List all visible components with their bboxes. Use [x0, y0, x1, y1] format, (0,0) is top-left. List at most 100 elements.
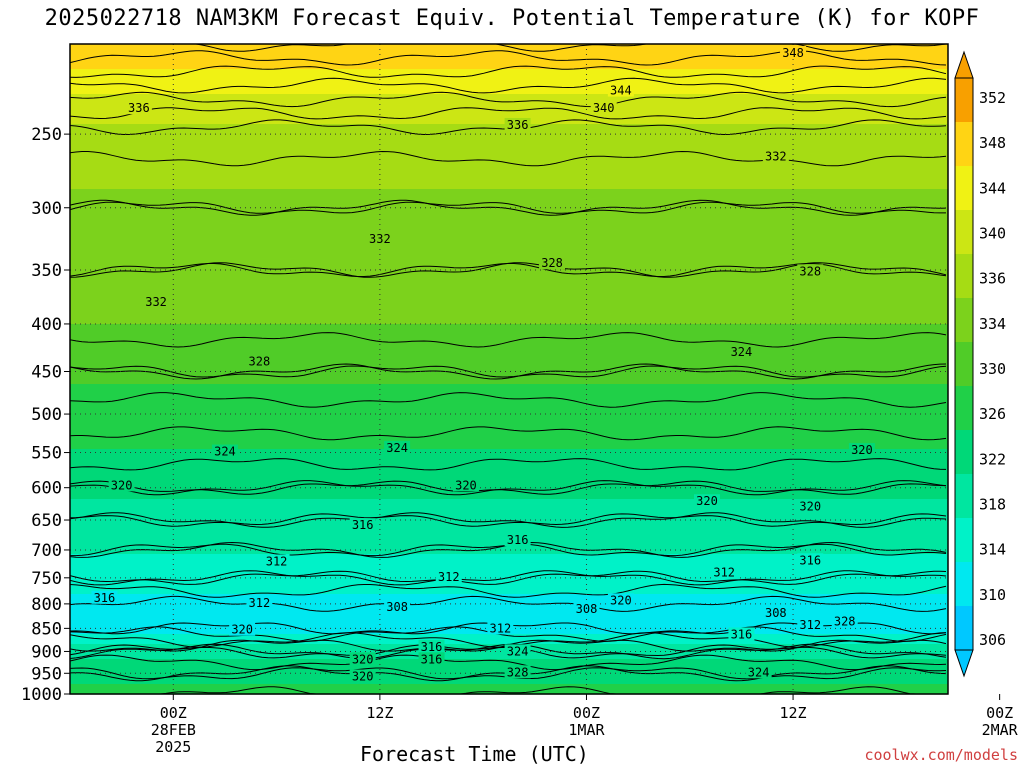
x-tick-label: 12Z — [780, 704, 807, 722]
contour-label: 316 — [94, 591, 116, 605]
contour-label-bg — [573, 601, 600, 615]
field-band — [70, 569, 948, 575]
contour-label: 320 — [111, 478, 133, 492]
contour-label-bg — [349, 518, 376, 532]
contour-label-bg — [693, 494, 720, 508]
field-band — [70, 269, 948, 275]
contour-label-bg — [263, 554, 290, 568]
field-band — [70, 169, 948, 175]
field-band — [70, 254, 948, 260]
colorbar-bottom-arrow — [954, 649, 974, 678]
y-tick-label: 250 — [31, 125, 62, 145]
contour-label: 324 — [386, 441, 408, 455]
colorbar-top-arrow — [954, 50, 974, 79]
field-band — [70, 79, 948, 85]
contour-line — [69, 654, 947, 671]
field-band — [70, 129, 948, 135]
y-tick-label: 800 — [31, 595, 62, 615]
contour-line — [69, 91, 947, 108]
colorbar-swatch — [955, 122, 973, 166]
contour-label: 316 — [799, 553, 821, 567]
field-band — [70, 679, 948, 685]
x-tick-label: 00Z — [986, 704, 1013, 722]
y-tick-label: 700 — [31, 541, 62, 561]
field-band — [70, 414, 948, 420]
contour-line — [70, 686, 946, 695]
contour-line — [69, 480, 947, 496]
field-band — [70, 89, 948, 95]
colorbar-swatch — [955, 562, 973, 606]
field-band — [70, 544, 948, 550]
contour-label-bg — [762, 605, 789, 619]
field-band — [70, 259, 948, 265]
colorbar-tick-label: 352 — [979, 89, 1006, 107]
contour-label-bg — [745, 665, 772, 679]
field-band — [70, 69, 948, 75]
field-band — [70, 274, 948, 280]
y-tick-label: 750 — [31, 569, 62, 589]
field-band — [70, 509, 948, 515]
contour-label: 336 — [128, 101, 150, 115]
contour-line — [69, 150, 947, 167]
contour-label-bg — [125, 101, 152, 115]
contour-line — [69, 392, 947, 408]
field-band — [70, 504, 948, 510]
field-band — [70, 289, 948, 295]
y-tick-label: 400 — [31, 315, 62, 335]
field-band — [70, 234, 948, 240]
field-band — [70, 399, 948, 405]
contour-label-bg — [711, 565, 738, 579]
credit-link[interactable]: coolwx.com/models — [864, 746, 1018, 764]
field-band — [70, 529, 948, 535]
field-band — [70, 344, 948, 350]
contour-label: 344 — [610, 84, 632, 98]
field-band — [70, 559, 948, 565]
field-band — [70, 584, 948, 590]
x-axis-label: Forecast Time (UTC) — [360, 742, 589, 766]
field-band — [70, 114, 948, 120]
field-band — [70, 209, 948, 215]
contour-label: 320 — [799, 499, 821, 513]
contour-line — [69, 107, 947, 120]
field-band — [70, 389, 948, 395]
field-band — [70, 139, 948, 145]
contour-labels: 348 344 340 336 336 332 332 332 328 328 328 324 324 3… — [91, 45, 875, 684]
field-band — [70, 284, 948, 290]
contour-label-bg — [504, 533, 531, 547]
colorbar-tick-label: 340 — [979, 225, 1006, 243]
field-band — [70, 109, 948, 115]
contour-label: 332 — [369, 232, 391, 246]
field-band — [70, 634, 948, 640]
field-band — [70, 174, 948, 180]
contour-label: 320 — [696, 494, 718, 508]
contour-label: 324 — [214, 445, 236, 459]
field-band — [70, 564, 948, 570]
field-band — [70, 264, 948, 270]
field-band — [70, 244, 948, 250]
colorbar-swatch — [955, 606, 973, 650]
contour-label-bg — [246, 595, 273, 609]
colorbar-swatch — [955, 298, 973, 342]
contour-line — [69, 458, 947, 471]
contour-label: 320 — [851, 443, 873, 457]
contour-label: 312 — [266, 554, 288, 568]
contour-label-bg — [435, 569, 462, 583]
y-tick-label: 900 — [31, 642, 62, 662]
y-tick-label: 850 — [31, 619, 62, 639]
contour-label: 316 — [421, 640, 443, 654]
contour-label: 328 — [799, 264, 821, 278]
contour-label-bg — [797, 617, 824, 631]
field-band — [70, 369, 948, 375]
contour-label-bg — [607, 593, 634, 607]
field-band — [70, 154, 948, 160]
field-band — [70, 489, 948, 495]
colorbar-tick-label: 306 — [979, 631, 1006, 649]
colorbar-tick-label: 326 — [979, 405, 1006, 423]
contour-line — [69, 626, 947, 642]
contour-label-bg — [91, 590, 118, 604]
contour-label: 320 — [352, 652, 374, 666]
field-band — [70, 359, 948, 365]
contour-label-bg — [349, 652, 376, 666]
colorbar-swatch — [955, 430, 973, 474]
